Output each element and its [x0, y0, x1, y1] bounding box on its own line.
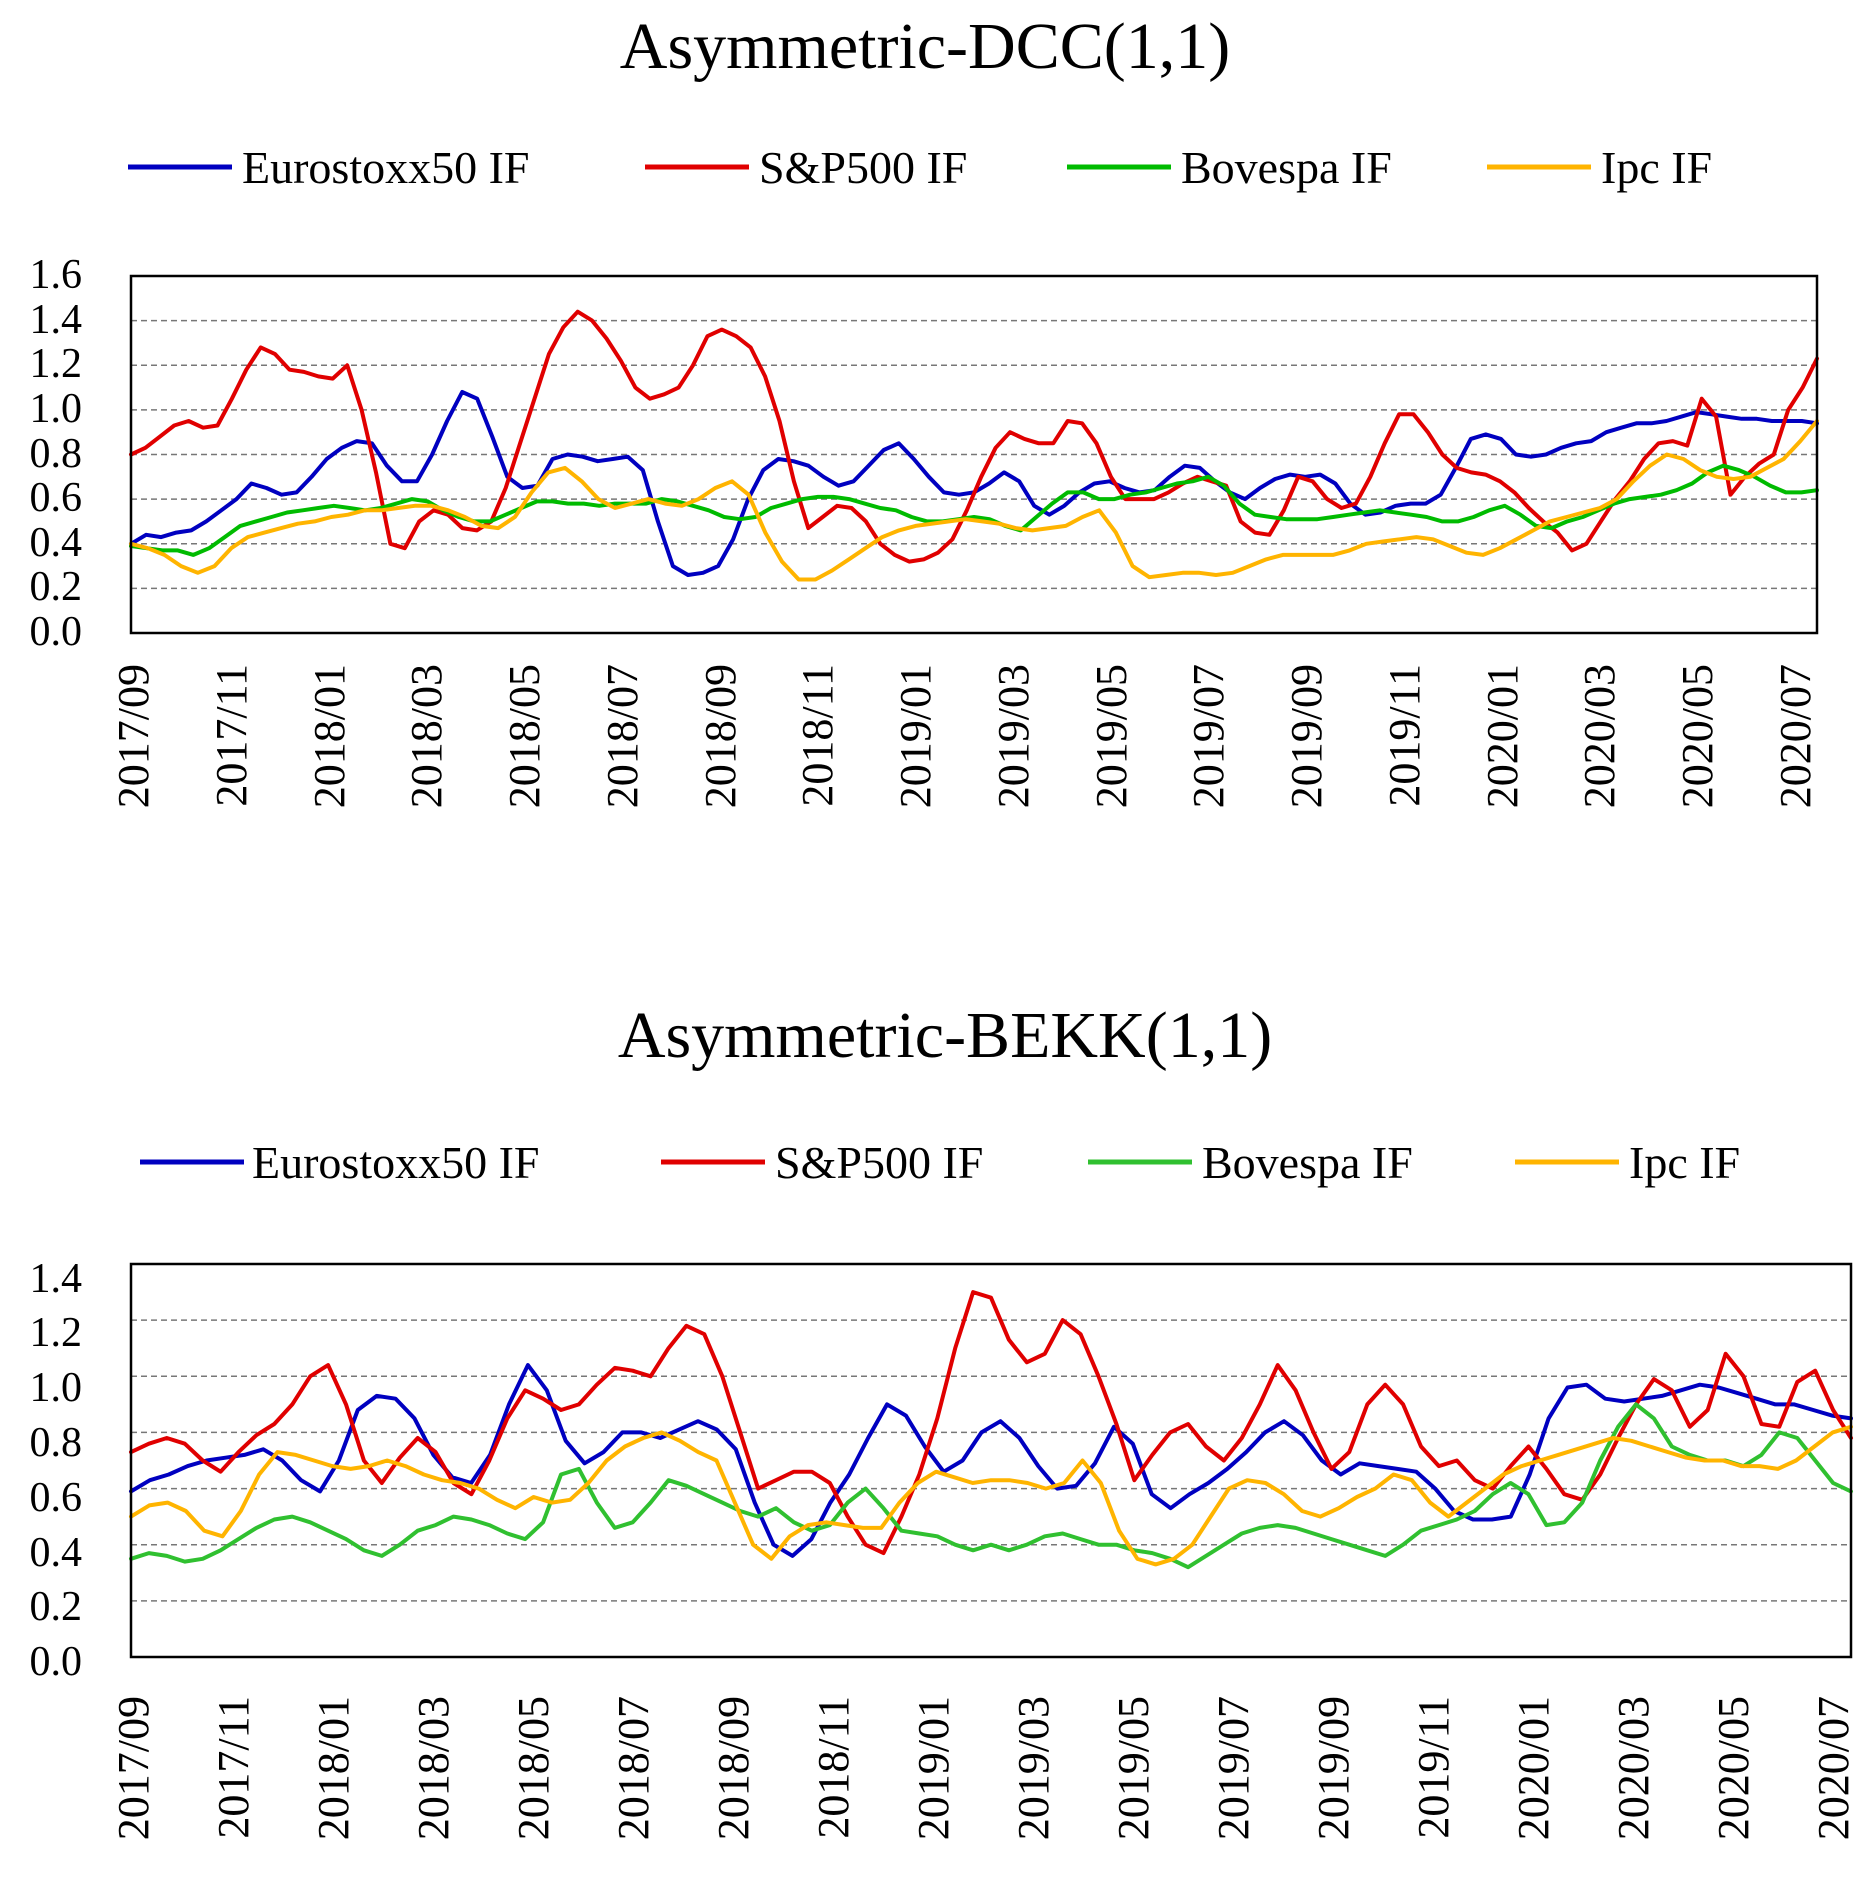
legend-label: S&P500 IF: [759, 142, 967, 193]
x-tick-label: 2020/01: [1478, 664, 1527, 808]
y-tick-label: 0.6: [30, 1475, 83, 1521]
x-tick-label: 2019/11: [1380, 664, 1429, 807]
legend-label: Ipc IF: [1601, 142, 1712, 193]
x-tick-label: 2020/05: [1709, 1696, 1758, 1840]
legend-item-bovespa: Bovespa IF: [1067, 142, 1392, 193]
y-tick-label: 1.0: [30, 386, 83, 432]
plot-area: [129, 309, 1819, 590]
x-tick-label: 2020/07: [1809, 1696, 1858, 1840]
x-tick-label: 2019/01: [909, 1696, 958, 1840]
chart-title: Asymmetric-DCC(1,1): [620, 10, 1230, 83]
x-tick-label: 2020/07: [1771, 664, 1820, 808]
x-tick-label: 2020/01: [1509, 1696, 1558, 1840]
y-tick-label: 1.0: [30, 1365, 83, 1411]
x-tick-label: 2019/09: [1309, 1696, 1358, 1840]
x-tick-label: 2018/05: [509, 1696, 558, 1840]
x-tick-label: 2020/05: [1673, 664, 1722, 808]
x-axis: 2017/09 2017/11 2018/01 2018/03 2018/05 …: [109, 664, 1820, 808]
series-line-bovespa: [129, 1402, 1853, 1570]
y-tick-label: 1.6: [30, 252, 83, 298]
series-line-ipc: [129, 419, 1819, 582]
y-tick-label: 0.6: [30, 475, 83, 521]
x-tick-label: 2018/05: [500, 664, 549, 808]
legend-label: Eurostoxx50 IF: [242, 142, 530, 193]
y-tick-label: 1.4: [30, 1256, 83, 1302]
legend: Eurostoxx50 IF S&P500 IF Bovespa IF Ipc …: [128, 142, 1712, 193]
legend: Eurostoxx50 IF S&P500 IF Bovespa IF Ipc …: [140, 1137, 1740, 1188]
legend-item-ipc: Ipc IF: [1487, 142, 1712, 193]
x-tick-label: 2018/09: [696, 664, 745, 808]
x-tick-label: 2020/03: [1609, 1696, 1658, 1840]
chart-title: Asymmetric-BEKK(1,1): [618, 999, 1272, 1072]
y-axis: 0.0 0.2 0.4 0.6 0.8 1.0 1.2 1.4: [30, 1256, 83, 1685]
x-tick-label: 2018/11: [793, 664, 842, 807]
series-line-eurostoxx50: [129, 1363, 1853, 1558]
y-tick-label: 1.2: [30, 1310, 83, 1356]
y-tick-label: 0.4: [30, 520, 83, 566]
x-tick-label: 2018/01: [309, 1696, 358, 1840]
y-tick-label: 0.0: [30, 609, 83, 655]
chart-bekk: Asymmetric-BEKK(1,1) Eurostoxx50 IF S&P5…: [30, 999, 1859, 1840]
x-axis: 2017/09 2017/11 2018/01 2018/03 2018/05 …: [109, 1696, 1858, 1840]
y-tick-label: 1.2: [30, 341, 83, 387]
legend-label: S&P500 IF: [775, 1137, 983, 1188]
x-tick-label: 2018/07: [609, 1696, 658, 1840]
plot-frame: [129, 1262, 1853, 1659]
y-tick-label: 0.2: [30, 564, 83, 610]
x-tick-label: 2019/03: [989, 664, 1038, 808]
x-tick-label: 2019/07: [1209, 1696, 1258, 1840]
legend-item-eurostoxx50: Eurostoxx50 IF: [128, 142, 530, 193]
x-tick-label: 2019/11: [1409, 1696, 1458, 1839]
series-line-eurostoxx50: [129, 390, 1819, 577]
legend-label: Eurostoxx50 IF: [252, 1137, 540, 1188]
series-line-sp500: [129, 309, 1819, 564]
legend-item-sp500: S&P500 IF: [661, 1137, 983, 1188]
legend-item-sp500: S&P500 IF: [645, 142, 967, 193]
x-tick-label: 2019/07: [1184, 664, 1233, 808]
x-tick-label: 2018/01: [305, 664, 354, 808]
x-tick-label: 2018/03: [409, 1696, 458, 1840]
chart-dcc: Asymmetric-DCC(1,1) Eurostoxx50 IF S&P50…: [30, 10, 1821, 808]
y-tick-label: 0.8: [30, 1420, 83, 1466]
legend-item-eurostoxx50: Eurostoxx50 IF: [140, 1137, 540, 1188]
x-tick-label: 2017/09: [109, 664, 158, 808]
x-tick-label: 2018/03: [402, 664, 451, 808]
series-line-ipc: [129, 1424, 1853, 1567]
y-tick-label: 0.0: [30, 1639, 83, 1685]
series-line-sp500: [129, 1290, 1853, 1556]
plot-frame: [129, 274, 1819, 635]
y-tick-label: 0.4: [30, 1530, 83, 1576]
legend-item-ipc: Ipc IF: [1515, 1137, 1740, 1188]
x-tick-label: 2019/05: [1087, 664, 1136, 808]
x-tick-label: 2018/09: [709, 1696, 758, 1840]
x-tick-label: 2019/09: [1282, 664, 1331, 808]
legend-item-bovespa: Bovespa IF: [1088, 1137, 1413, 1188]
y-tick-label: 1.4: [30, 297, 83, 343]
y-tick-label: 0.2: [30, 1584, 83, 1630]
x-tick-label: 2020/03: [1575, 664, 1624, 808]
x-tick-label: 2017/11: [207, 664, 256, 807]
x-tick-label: 2018/07: [598, 664, 647, 808]
x-tick-label: 2019/05: [1109, 1696, 1158, 1840]
y-axis: 0.0 0.2 0.4 0.6 0.8 1.0 1.2 1.4 1.6: [30, 252, 83, 655]
legend-label: Bovespa IF: [1202, 1137, 1413, 1188]
legend-label: Bovespa IF: [1181, 142, 1392, 193]
x-tick-label: 2018/11: [809, 1696, 858, 1839]
legend-label: Ipc IF: [1629, 1137, 1740, 1188]
plot-area: [129, 1290, 1853, 1602]
x-tick-label: 2017/09: [109, 1696, 158, 1840]
x-tick-label: 2019/03: [1009, 1696, 1058, 1840]
series-line-bovespa: [129, 463, 1819, 557]
x-tick-label: 2017/11: [209, 1696, 258, 1839]
y-tick-label: 0.8: [30, 431, 83, 477]
x-tick-label: 2019/01: [891, 664, 940, 808]
